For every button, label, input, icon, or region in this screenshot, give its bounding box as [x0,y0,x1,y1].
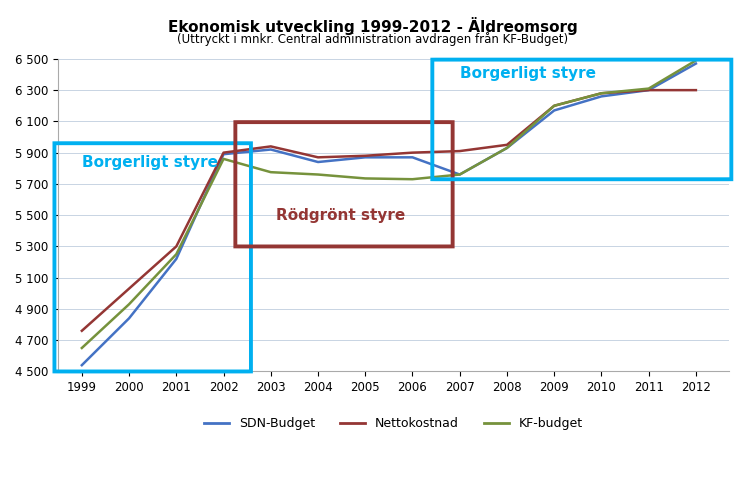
KF-budget [503,145,512,151]
SDN-Budget [645,87,653,93]
KF-budget [125,301,134,307]
KF-budget [645,86,653,91]
KF-budget [408,176,417,182]
SDN-Budget [550,107,559,113]
SDN-Budget [172,256,181,262]
SDN-Budget [219,151,228,157]
Nettokostnad [125,286,134,292]
KF-budget [455,172,464,177]
KF-budget [597,90,606,96]
Text: Ekonomisk utveckling 1999-2012 - Äldreomsorg: Ekonomisk utveckling 1999-2012 - Äldreom… [168,17,578,35]
SDN-Budget [503,145,512,151]
Text: Borgerligt styre: Borgerligt styre [82,155,218,170]
Line: KF-budget: KF-budget [82,60,696,348]
SDN-Budget [408,155,417,160]
Nettokostnad [455,148,464,154]
Line: Nettokostnad: Nettokostnad [82,90,696,331]
Legend: SDN-Budget, Nettokostnad, KF-budget: SDN-Budget, Nettokostnad, KF-budget [199,412,588,435]
SDN-Budget [455,172,464,177]
SDN-Budget [78,362,87,368]
Text: Borgerligt styre: Borgerligt styre [460,66,596,81]
Nettokostnad [408,150,417,156]
Nettokostnad [172,243,181,249]
KF-budget [692,57,700,63]
Text: Rödgrönt styre: Rödgrönt styre [275,208,405,223]
Line: SDN-Budget: SDN-Budget [82,64,696,365]
Nettokostnad [78,328,87,334]
KF-budget [172,251,181,257]
SDN-Budget [692,61,700,67]
Nettokostnad [503,142,512,148]
Text: (Uttryckt i mnkr. Central administration avdragen från KF-Budget): (Uttryckt i mnkr. Central administration… [178,32,568,46]
Nettokostnad [266,143,275,149]
SDN-Budget [313,159,322,165]
KF-budget [219,156,228,162]
SDN-Budget [125,315,134,321]
SDN-Budget [266,147,275,153]
Nettokostnad [645,87,653,93]
SDN-Budget [361,155,370,160]
SDN-Budget [597,93,606,99]
KF-budget [313,172,322,177]
KF-budget [361,175,370,181]
Nettokostnad [313,155,322,160]
KF-budget [78,345,87,351]
KF-budget [550,103,559,109]
KF-budget [266,169,275,175]
Nettokostnad [219,150,228,156]
Nettokostnad [692,87,700,93]
Nettokostnad [361,153,370,159]
Nettokostnad [550,103,559,109]
Nettokostnad [597,90,606,96]
